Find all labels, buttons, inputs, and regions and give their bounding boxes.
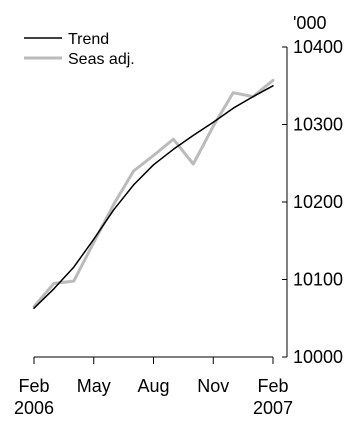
legend: Trend Seas adj. bbox=[24, 31, 135, 68]
legend-label-seas-adj: Seas adj. bbox=[68, 51, 135, 68]
x-tick-label: Nov bbox=[197, 376, 229, 396]
x-tick-label: Feb bbox=[257, 376, 288, 396]
y-tick-label: 10300 bbox=[293, 115, 343, 135]
x-tick-year-label: 2007 bbox=[253, 398, 293, 418]
legend-label-trend: Trend bbox=[68, 31, 109, 48]
y-ticks: 10000 10100 10200 10300 10400 bbox=[282, 37, 343, 367]
series-lines bbox=[32, 78, 275, 309]
series-line-seas-adj bbox=[32, 78, 275, 309]
x-tick-label: Feb bbox=[18, 376, 49, 396]
y-tick-label: 10000 bbox=[293, 347, 343, 367]
x-tick-label: Aug bbox=[137, 376, 169, 396]
series-line-trend bbox=[33, 85, 274, 309]
y-tick-label: 10200 bbox=[293, 192, 343, 212]
y-tick-label: 10400 bbox=[293, 37, 343, 57]
x-tick-year-label: 2006 bbox=[14, 398, 54, 418]
x-tick-label: May bbox=[77, 376, 111, 396]
y-axis-unit-label: '000 bbox=[293, 13, 326, 33]
y-tick-label: 10100 bbox=[293, 270, 343, 290]
